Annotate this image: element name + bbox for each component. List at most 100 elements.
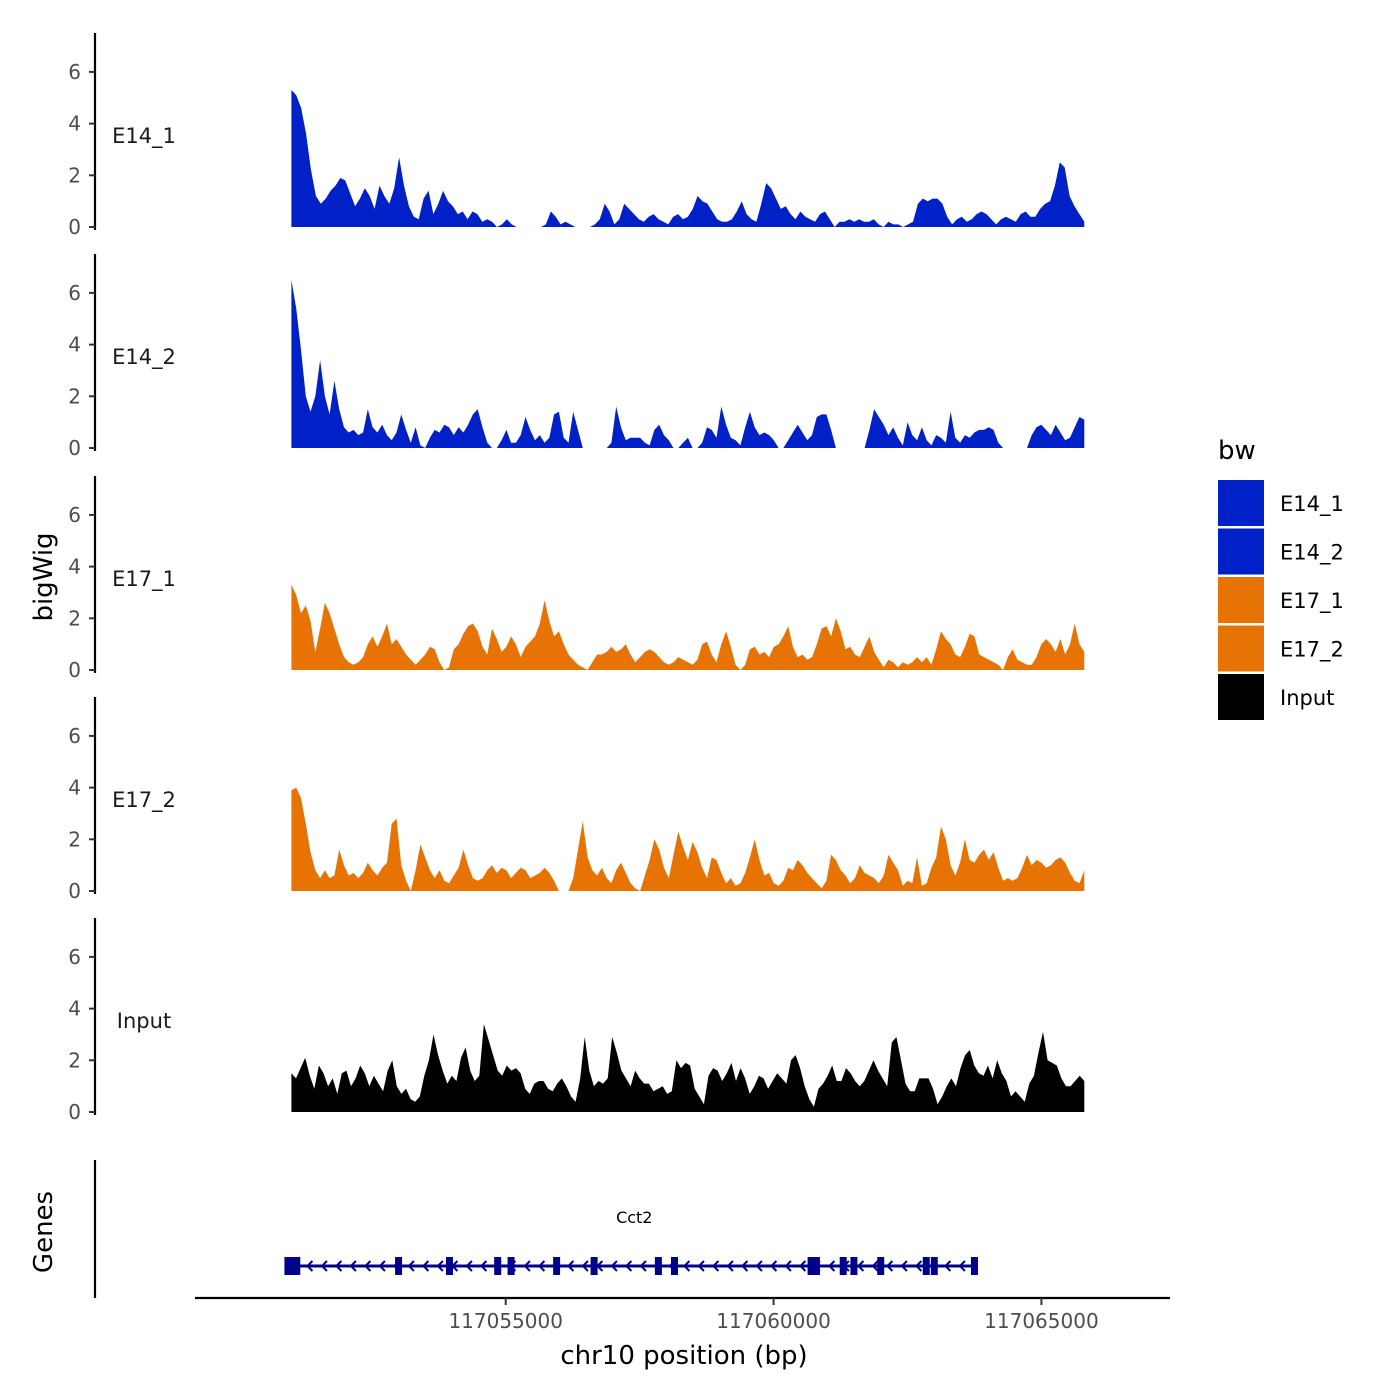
exon — [395, 1257, 403, 1275]
area-E14_1 — [291, 90, 1085, 227]
genes-axis-title: Genes — [29, 1191, 59, 1273]
strand-arrow — [480, 1260, 488, 1272]
x-axis-title: chr10 position (bp) — [560, 1341, 807, 1371]
legend-label-E17_2: E17_2 — [1280, 638, 1344, 663]
exon — [839, 1257, 847, 1275]
strand-arrow — [320, 1260, 328, 1272]
strand-arrow — [364, 1260, 372, 1272]
legend-label-E14_2: E14_2 — [1280, 541, 1344, 566]
legend-swatch-Input — [1218, 674, 1264, 720]
y-tick-label: 6 — [68, 724, 81, 748]
strand-arrow — [639, 1260, 647, 1272]
y-tick-label: 6 — [68, 503, 81, 527]
gene-panel: Cct2 — [93, 1160, 978, 1298]
y-tick-label: 4 — [68, 333, 81, 357]
y-tick-label: 2 — [68, 384, 81, 408]
strand-arrow — [958, 1260, 966, 1272]
exon — [812, 1257, 820, 1275]
strand-arrow — [944, 1260, 952, 1272]
strand-arrow — [378, 1260, 386, 1272]
strand-arrow — [799, 1260, 807, 1272]
strand-arrow — [523, 1260, 531, 1272]
strand-arrow — [697, 1260, 705, 1272]
strand-arrow — [828, 1260, 836, 1272]
legend-label-E17_1: E17_1 — [1280, 589, 1344, 614]
legend-swatch-E17_1 — [1218, 577, 1264, 623]
x-tick-label: 117065000 — [984, 1309, 1099, 1333]
strand-arrow — [857, 1260, 865, 1272]
y-tick-label: 2 — [68, 1048, 81, 1072]
y-tick-label: 2 — [68, 827, 81, 851]
strand-arrow — [436, 1260, 444, 1272]
exon — [507, 1257, 515, 1275]
y-tick-label: 4 — [68, 776, 81, 800]
track-E17_1: 0 2 4 6 E17_1 — [68, 476, 1085, 682]
exon — [670, 1257, 678, 1275]
y-tick-label: 4 — [68, 112, 81, 136]
exon — [553, 1257, 561, 1275]
exon — [654, 1257, 662, 1275]
strand-arrow — [770, 1260, 778, 1272]
exon — [807, 1257, 815, 1275]
track-label: E17_2 — [112, 788, 176, 813]
legend-title: bw — [1218, 436, 1256, 466]
exon — [590, 1257, 598, 1275]
y-tick-label: 0 — [68, 879, 81, 903]
area-Input — [291, 1024, 1085, 1112]
y-tick-label: 6 — [68, 60, 81, 84]
track-Input: 0 2 4 6 Input — [68, 918, 1085, 1124]
exon — [930, 1257, 938, 1275]
strand-arrow — [335, 1260, 343, 1272]
area-E17_1 — [291, 584, 1085, 670]
strand-arrow — [784, 1260, 792, 1272]
area-E14_2 — [291, 280, 1085, 448]
strand-arrow — [422, 1260, 430, 1272]
strand-arrow — [567, 1260, 575, 1272]
strand-arrow — [900, 1260, 908, 1272]
gene-name-label: Cct2 — [616, 1208, 652, 1227]
strand-arrow — [755, 1260, 763, 1272]
exon — [970, 1257, 978, 1275]
track-E14_2: 0 2 4 6 E14_2 — [68, 254, 1085, 460]
track-label: E14_2 — [112, 345, 176, 370]
y-tick-label: 2 — [68, 606, 81, 630]
exon — [850, 1257, 858, 1275]
strand-arrow — [407, 1260, 415, 1272]
strand-arrow — [349, 1260, 357, 1272]
exon — [877, 1257, 885, 1275]
legend-label-E14_1: E14_1 — [1280, 492, 1344, 517]
legend-label-Input: Input — [1280, 686, 1334, 710]
strand-arrow — [726, 1260, 734, 1272]
y-tick-label: 2 — [68, 163, 81, 187]
track-label: E14_1 — [112, 124, 176, 149]
tracks: 0 2 4 6 E14_1 0 2 4 6 E14_2 0 2 4 6 E17_1 0 2 4 6 E17_2 0 2 4 6… — [68, 33, 1085, 1124]
legend-swatch-E14_1 — [1218, 480, 1264, 526]
strand-arrow — [538, 1260, 546, 1272]
area-E17_2 — [291, 787, 1085, 891]
legend-swatch-E14_2 — [1218, 528, 1264, 575]
y-tick-label: 0 — [68, 1100, 81, 1124]
track-label: Input — [117, 1009, 171, 1033]
y-tick-label: 0 — [68, 215, 81, 239]
x-tick-label: 117055000 — [448, 1309, 563, 1333]
track-E17_2: 0 2 4 6 E17_2 — [68, 697, 1085, 903]
strand-arrow — [915, 1260, 923, 1272]
y-tick-label: 4 — [68, 555, 81, 579]
exon — [494, 1257, 502, 1275]
x-axis: 117055000 117060000 117065000 — [195, 1296, 1170, 1333]
x-tick-label: 117060000 — [716, 1309, 831, 1333]
y-tick-label: 6 — [68, 281, 81, 305]
strand-arrow — [610, 1260, 618, 1272]
strand-arrow — [306, 1260, 314, 1272]
y-tick-label: 0 — [68, 658, 81, 682]
exon — [293, 1257, 301, 1275]
strand-arrow — [712, 1260, 720, 1272]
strand-arrow — [886, 1260, 894, 1272]
strand-arrow — [741, 1260, 749, 1272]
strand-arrow — [581, 1260, 589, 1272]
legend: bw E14_1 E14_2 E17_1 E17_2 Input — [1218, 436, 1344, 720]
strand-arrow — [465, 1260, 473, 1272]
track-label: E17_1 — [112, 567, 176, 592]
exon — [922, 1257, 930, 1275]
